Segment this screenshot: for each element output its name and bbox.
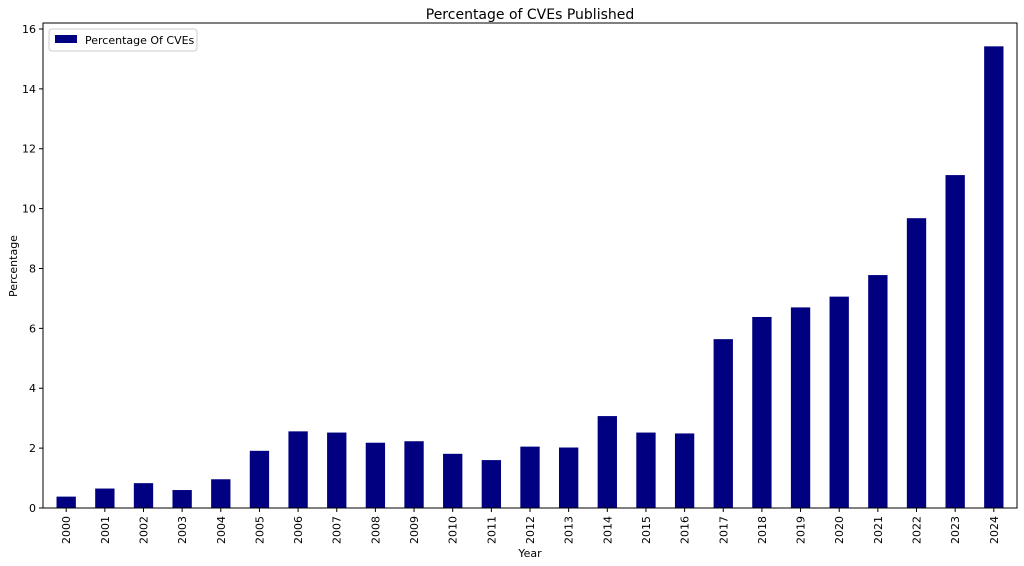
y-tick-label: 14 [22,83,36,96]
bars-group [56,46,1004,508]
bar-2007 [327,432,347,508]
x-axis-title: Year [517,547,542,560]
x-tick-label: 2013 [563,516,576,544]
bar-2008 [365,442,386,508]
x-tick-label: 2021 [872,516,885,544]
bar-2023 [945,175,965,508]
x-tick-label: 2007 [331,516,344,544]
x-tick-label: 2001 [99,516,112,544]
x-tick-label: 2002 [137,516,150,544]
bar-2000 [56,496,76,508]
chart-title: Percentage of CVEs Published [426,7,635,23]
x-tick-label: 2016 [679,516,692,544]
x-tick-label: 2000 [60,516,73,544]
y-tick-label: 6 [29,322,36,335]
x-tick-label: 2011 [485,516,498,544]
y-tick-label: 8 [29,262,36,275]
legend-swatch [55,35,77,43]
bar-2017 [713,339,733,508]
x-tick-label: 2019 [795,516,808,544]
x-axis-ticks: 2000 2001 2002 2003 2004 2005 2006 2007 2008 2009… [60,508,1001,544]
bar-2013 [558,447,579,508]
y-tick-label: 16 [22,23,36,36]
y-axis-title: Percentage [7,235,20,297]
bar-2009 [404,441,424,508]
y-tick-label: 2 [29,442,36,455]
x-tick-label: 2023 [949,516,962,544]
x-tick-label: 2020 [833,516,846,544]
bar-2011 [481,460,502,508]
bar-2019 [790,307,811,508]
y-tick-label: 10 [22,203,36,216]
bar-2002 [133,483,154,508]
x-tick-label: 2003 [176,516,189,544]
y-axis-ticks: 0 2 4 6 8 10 12 14 16 [22,23,43,515]
bar-2005 [249,450,270,508]
y-tick-label: 12 [22,143,36,156]
bar-2020 [829,296,849,508]
x-tick-label: 2018 [756,516,769,544]
x-tick-label: 2005 [253,516,266,544]
bar-2022 [906,218,927,508]
x-tick-label: 2004 [215,516,228,544]
y-tick-label: 0 [29,502,36,515]
bar-2010 [443,453,463,508]
x-tick-label: 2014 [601,516,614,544]
x-tick-label: 2012 [524,516,537,544]
x-tick-label: 2010 [447,516,460,544]
bar-2021 [868,275,888,508]
x-tick-label: 2009 [408,516,421,544]
x-tick-label: 2015 [640,516,653,544]
bar-2018 [752,316,772,508]
bar-2015 [636,432,656,508]
bar-2003 [172,490,192,508]
legend: Percentage Of CVEs [48,28,198,52]
legend-label: Percentage Of CVEs [85,34,195,47]
bar-2012 [520,446,540,508]
x-tick-label: 2017 [717,516,730,544]
bar-2014 [597,416,617,508]
x-tick-label: 2024 [988,516,1001,544]
bar-2016 [674,433,695,508]
x-tick-label: 2008 [369,516,382,544]
bar-2024 [984,46,1004,508]
y-tick-label: 4 [29,382,36,395]
bar-2004 [211,479,231,508]
plot-frame [42,22,1018,509]
x-tick-label: 2022 [911,516,924,544]
bar-2006 [288,431,308,508]
x-tick-label: 2006 [292,516,305,544]
bar-2001 [95,488,115,508]
legend-box [48,28,198,52]
